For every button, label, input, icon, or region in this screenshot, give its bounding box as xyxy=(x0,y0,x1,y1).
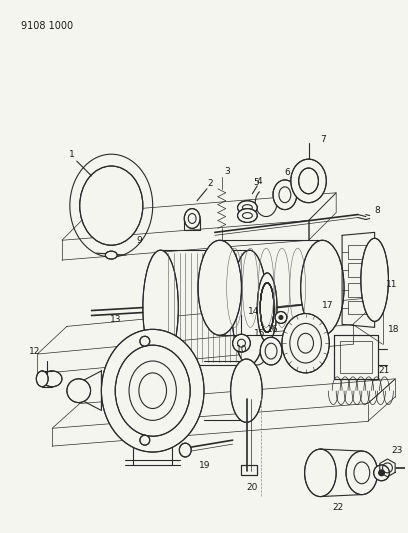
Ellipse shape xyxy=(301,240,344,335)
Ellipse shape xyxy=(257,273,277,342)
Ellipse shape xyxy=(115,345,190,436)
Ellipse shape xyxy=(361,238,388,321)
Text: 7: 7 xyxy=(320,135,326,144)
Ellipse shape xyxy=(105,251,117,259)
Ellipse shape xyxy=(232,250,267,365)
Text: 19: 19 xyxy=(199,462,211,471)
Bar xyxy=(242,465,257,475)
Ellipse shape xyxy=(36,371,48,387)
Ellipse shape xyxy=(67,379,91,402)
Bar xyxy=(242,465,257,475)
Ellipse shape xyxy=(374,465,390,481)
Ellipse shape xyxy=(237,201,257,215)
Ellipse shape xyxy=(231,359,262,422)
Text: 9: 9 xyxy=(136,236,142,245)
Text: 9108 1000: 9108 1000 xyxy=(20,21,73,30)
Ellipse shape xyxy=(260,337,282,365)
Ellipse shape xyxy=(140,336,150,346)
Bar xyxy=(334,335,377,379)
Bar xyxy=(348,245,368,259)
Text: 14: 14 xyxy=(248,307,259,316)
Ellipse shape xyxy=(379,470,384,476)
Ellipse shape xyxy=(184,208,200,229)
Text: 4: 4 xyxy=(256,177,262,187)
Ellipse shape xyxy=(143,250,178,365)
Bar xyxy=(340,341,372,373)
Text: 17: 17 xyxy=(322,301,333,310)
Bar xyxy=(348,283,368,297)
Ellipse shape xyxy=(80,166,143,245)
Text: 20: 20 xyxy=(247,483,258,492)
Ellipse shape xyxy=(299,168,318,194)
Ellipse shape xyxy=(140,435,150,445)
Text: 6: 6 xyxy=(284,168,290,177)
Text: 13: 13 xyxy=(109,315,121,324)
Bar xyxy=(348,263,368,277)
Text: 23: 23 xyxy=(392,446,403,455)
Bar xyxy=(348,301,368,314)
Text: 11: 11 xyxy=(386,280,397,289)
Ellipse shape xyxy=(291,159,326,203)
Ellipse shape xyxy=(282,313,329,373)
Ellipse shape xyxy=(273,180,297,209)
Text: 2: 2 xyxy=(207,180,213,188)
Text: 22: 22 xyxy=(333,503,344,512)
Text: 8: 8 xyxy=(375,206,381,215)
Text: 21: 21 xyxy=(379,366,390,375)
Ellipse shape xyxy=(102,329,204,452)
Ellipse shape xyxy=(275,311,287,324)
Ellipse shape xyxy=(237,208,257,222)
Ellipse shape xyxy=(305,449,336,497)
Bar xyxy=(334,335,377,379)
Ellipse shape xyxy=(233,334,251,352)
Text: 5: 5 xyxy=(253,179,259,188)
Ellipse shape xyxy=(198,240,242,335)
Text: 18: 18 xyxy=(388,325,399,334)
Ellipse shape xyxy=(180,443,191,457)
Text: 15: 15 xyxy=(253,329,265,338)
Ellipse shape xyxy=(42,371,62,387)
Text: 12: 12 xyxy=(29,346,40,356)
Text: 10: 10 xyxy=(236,345,247,353)
Text: 16: 16 xyxy=(267,325,279,334)
Text: 3: 3 xyxy=(224,166,230,175)
Ellipse shape xyxy=(279,316,283,319)
Ellipse shape xyxy=(217,243,227,250)
Text: 1: 1 xyxy=(69,150,75,159)
Ellipse shape xyxy=(346,451,377,495)
